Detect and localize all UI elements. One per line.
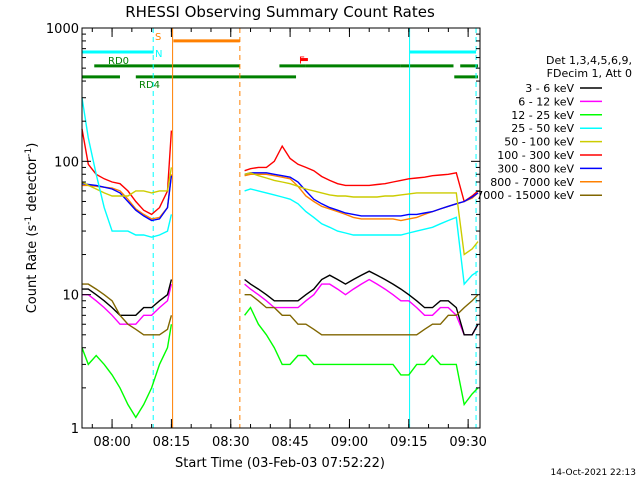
series-line-7000-15000-kev	[244, 294, 479, 336]
legend-label-6-12-kev: 6 - 12 keV	[518, 95, 574, 108]
series-line-12-25-kev	[81, 324, 173, 419]
bar-label-rd0: RD0	[108, 56, 129, 67]
x-tick-label: 09:30	[449, 435, 486, 450]
x-tick-label: 09:00	[331, 435, 368, 450]
legend-label-25-50-kev: 25 - 50 keV	[511, 122, 574, 135]
series-line-25-50-kev	[244, 188, 479, 286]
legend-label-300-800-kev: 300 - 800 keV	[497, 162, 574, 175]
series-line-50-100-kev	[81, 167, 173, 197]
footer-timestamp: 14-Oct-2021 22:13	[551, 468, 636, 478]
series-line-50-100-kev	[244, 172, 479, 256]
y-axis-label: Count Rate (s-1 detector-1)	[24, 143, 40, 314]
legend-label-50-100-kev: 50 - 100 keV	[504, 136, 574, 149]
bar-label-f: F	[299, 56, 305, 67]
y-tick-label: 10	[62, 289, 79, 304]
x-tick-label: 08:15	[153, 435, 190, 450]
series-lines	[81, 97, 479, 419]
axes: 1 10 100 1000 08:00 08:15 08:30 08:45 09:00 09:15…	[46, 22, 487, 450]
x-tick-label: 08:30	[212, 435, 249, 450]
x-axis-label: Start Time (03-Feb-03 07:52:22)	[175, 456, 385, 471]
mode-bars: SN RD0 RD4 F	[82, 32, 479, 91]
bar-label-s: S	[155, 32, 161, 43]
y-tick-label: 1	[71, 422, 79, 437]
legend-label-7000-15000-kev: 7000 - 15000 keV	[476, 189, 574, 202]
bar-label-rd4: RD4	[139, 80, 160, 91]
series-line-100-300-kev	[244, 144, 479, 203]
series-line-3-6-kev	[82, 279, 173, 316]
series-line-7000-15000-kev	[82, 283, 173, 336]
legend-label-100-300-kev: 100 - 300 keV	[497, 149, 574, 162]
y-tick-label: 100	[54, 155, 79, 170]
series-line-3-6-kev	[244, 270, 479, 336]
x-tick-label: 08:00	[93, 435, 130, 450]
event-markers	[152, 28, 477, 428]
series-line-12-25-kev	[244, 306, 479, 407]
series-line-6-12-kev	[244, 278, 479, 336]
series-line-300-800-kev	[81, 175, 173, 222]
plot-frame	[81, 27, 481, 429]
legend-header: Det 1,3,4,5,6,9,	[546, 54, 632, 67]
bar-label-n: N	[155, 49, 162, 60]
series-line-800-7000-kev	[82, 174, 173, 220]
legend-header: FDecim 1, Att 0	[547, 67, 632, 80]
y-tick-label: 1000	[46, 22, 79, 37]
chart-title: RHESSI Observing Summary Count Rates	[125, 3, 435, 21]
series-line-25-50-kev	[81, 97, 173, 238]
series-line-300-800-kev	[244, 172, 479, 217]
legend-label-3-6-kev: 3 - 6 keV	[525, 82, 574, 95]
x-tick-label: 09:15	[390, 435, 427, 450]
legend-label-800-7000-kev: 800 - 7000 keV	[490, 176, 574, 189]
legend: Det 1,3,4,5,6,9,FDecim 1, Att 0 3 - 6 keV…	[476, 54, 632, 202]
x-tick-label: 08:45	[271, 435, 308, 450]
legend-label-12-25-kev: 12 - 25 keV	[511, 109, 574, 122]
